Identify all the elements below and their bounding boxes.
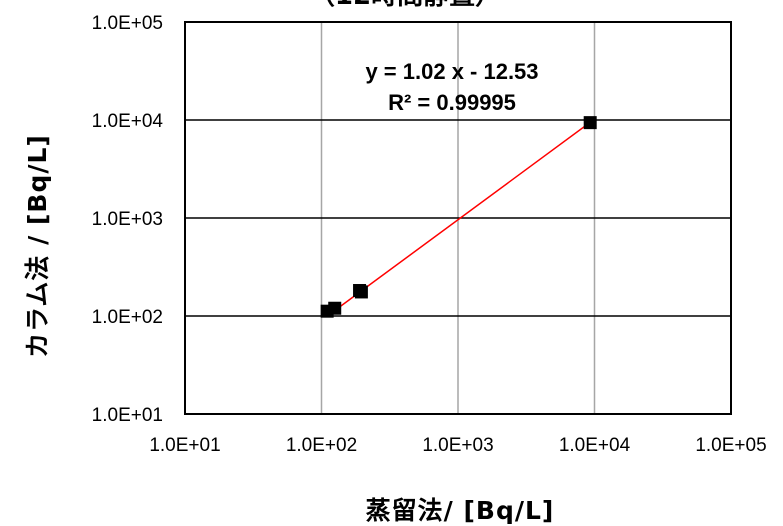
data-point <box>583 116 597 130</box>
plot-area-frame <box>184 21 732 415</box>
y-axis-label: カラム法 / [Bq/L] <box>23 134 52 358</box>
data-point <box>328 301 342 315</box>
y-tick-label: 1.0E+02 <box>92 307 163 328</box>
data-point <box>354 285 368 299</box>
trendline-r-squared: R² = 0.99995 <box>388 90 516 115</box>
x-tick-label: 1.0E+03 <box>422 435 493 456</box>
y-axis-ticks: 1.0E+01 1.0E+02 1.0E+03 1.0E+04 1.0E+05 <box>92 13 164 426</box>
x-tick-label: 1.0E+05 <box>695 435 766 456</box>
data-points <box>320 116 597 318</box>
x-tick-label: 1.0E+04 <box>559 435 631 456</box>
y-tick-label: 1.0E+01 <box>92 405 163 426</box>
x-tick-label: 1.0E+02 <box>286 435 357 456</box>
y-tick-label: 1.0E+03 <box>92 209 163 230</box>
chart-title: （12時間静置） <box>309 0 501 11</box>
y-tick-label: 1.0E+05 <box>92 13 163 34</box>
gridlines <box>185 22 731 414</box>
x-tick-label: 1.0E+01 <box>149 435 220 456</box>
y-tick-label: 1.0E+04 <box>92 111 164 132</box>
trendline <box>326 121 591 317</box>
x-axis-label: 蒸留法/ [Bq/L] <box>366 496 555 525</box>
x-axis-ticks: 1.0E+01 1.0E+02 1.0E+03 1.0E+04 1.0E+05 <box>149 435 766 456</box>
trendline-equation: y = 1.02 x - 12.53 <box>365 59 538 84</box>
